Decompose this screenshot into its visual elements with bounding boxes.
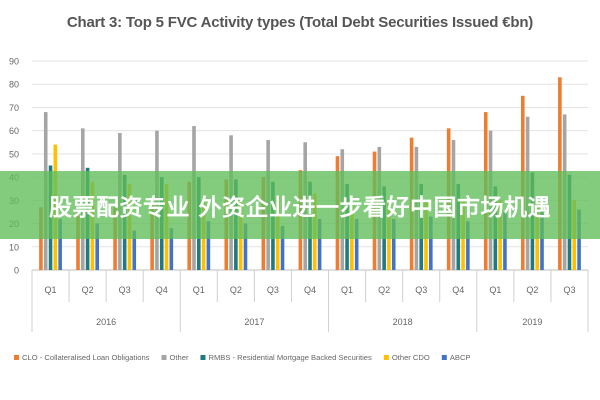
y-tick-label: 80 [9, 80, 19, 90]
x-tick-label: Q3 [415, 285, 427, 295]
legend-swatch [383, 355, 389, 360]
x-tick-label: Q4 [156, 285, 168, 295]
x-tick-label: Q3 [119, 285, 131, 295]
bar-abcp [132, 230, 137, 270]
legend-swatch [161, 355, 167, 360]
bar-abcp [280, 225, 285, 270]
bar-abcp [391, 218, 396, 270]
year-label: 2018 [393, 317, 413, 327]
chart-title: Chart 3: Top 5 FVC Activity types (Total… [66, 14, 534, 31]
bar-abcp [58, 218, 62, 270]
legend-swatch [441, 355, 447, 360]
y-tick-label: 10 [9, 242, 19, 252]
legend-label: CLO - Collateralised Loan Obligations [22, 353, 150, 362]
bar-abcp [169, 228, 174, 270]
y-tick-label: 50 [9, 149, 19, 159]
x-tick-label: Q3 [563, 285, 575, 295]
legend-label: Other CDO [392, 353, 430, 362]
year-label: 2019 [522, 317, 542, 327]
bar-abcp [577, 209, 581, 270]
y-tick-label: 90 [9, 57, 19, 67]
bar-abcp [206, 221, 211, 270]
x-tick-label: Q2 [82, 285, 94, 295]
x-tick-label: Q2 [378, 285, 390, 295]
year-label: 2017 [244, 317, 264, 327]
x-tick-label: Q1 [45, 285, 57, 295]
legend-swatch [14, 355, 19, 360]
legend-label: ABCP [450, 353, 471, 362]
bar-abcp [466, 221, 470, 270]
overlay-banner [0, 171, 600, 239]
x-tick-label: Q1 [341, 285, 353, 295]
legend-swatch [200, 355, 206, 360]
bar-clo [76, 209, 80, 270]
overlay-banner-text: 股票配资专业 外资企业进一步看好中国市场机遇 [48, 195, 551, 221]
y-tick-label: 0 [14, 266, 19, 276]
bar-abcp [429, 216, 433, 270]
x-tick-label: Q4 [304, 285, 316, 295]
y-tick-label: 60 [9, 126, 19, 136]
x-tick-label: Q3 [267, 285, 279, 295]
bar-abcp [503, 211, 507, 270]
x-tick-label: Q2 [230, 285, 242, 295]
bar-abcp [95, 223, 99, 270]
x-tick-label: Q2 [526, 285, 538, 295]
x-tick-label: Q1 [489, 285, 501, 295]
legend-label: RMBS - Residential Mortgage Backed Secur… [208, 353, 372, 362]
bar-abcp [354, 218, 359, 270]
x-tick-label: Q4 [452, 285, 464, 295]
bar-abcp [317, 218, 322, 270]
x-tick-label: Q1 [193, 285, 205, 295]
year-label: 2016 [96, 317, 116, 327]
y-tick-label: 70 [9, 103, 19, 113]
bar-abcp [243, 223, 248, 270]
legend-label: Other [169, 353, 188, 362]
